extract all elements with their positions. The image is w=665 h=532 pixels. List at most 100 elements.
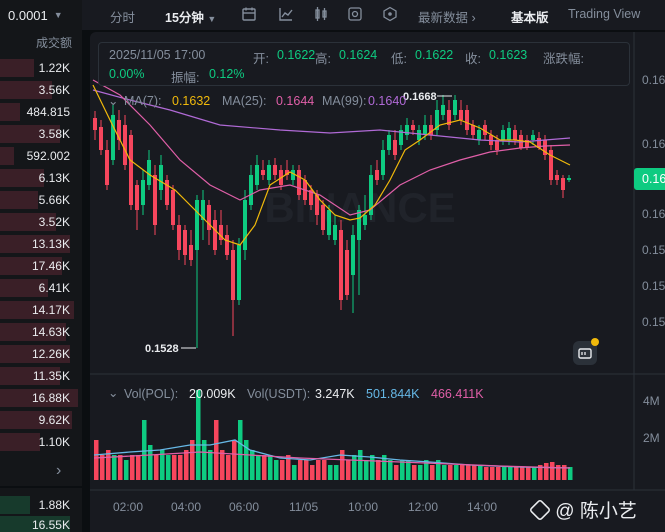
volume-bar-up (274, 460, 279, 480)
amount-value: 484.815 (26, 105, 70, 119)
volume-bar-up (370, 455, 375, 480)
close-value: 0.1623 (489, 48, 528, 62)
candle-down (261, 170, 265, 175)
candle-up (201, 200, 205, 220)
volume-bar-down (496, 467, 501, 480)
candle-down (411, 125, 415, 130)
volume-bar-down (550, 462, 555, 480)
credit-text: @ 陈小艺 (555, 501, 637, 522)
change-value: 0.00% (109, 67, 145, 81)
amount-row: 13.13K (0, 234, 82, 254)
volume-bar-up (568, 467, 573, 480)
candle-down (129, 135, 133, 205)
depth-bar (0, 279, 48, 297)
chart-toolbar: 分时 15分钟 ▼ 最新数据 › 基本版 Trading View (82, 0, 665, 30)
volume-bar-down (178, 455, 183, 480)
volume-bar-down (118, 455, 123, 480)
settings-icon[interactable] (347, 6, 363, 22)
low-marker-label: 0.1528 (145, 343, 179, 355)
latest-data-button[interactable]: 最新数据 › (418, 7, 476, 26)
volume-bar-up (112, 455, 117, 480)
volume-bar-down (280, 460, 285, 480)
volume-bar-down (346, 460, 351, 480)
depth-bar (0, 323, 66, 341)
amount-value: 1.22K (38, 61, 70, 75)
depth-bar (0, 257, 62, 275)
candle-up (111, 115, 115, 160)
volume-bar-down (136, 455, 141, 480)
change-label: 涨跌幅: (543, 52, 584, 66)
chevron-right-icon[interactable]: › (56, 462, 62, 479)
candle-up (141, 180, 145, 205)
candle-down (231, 250, 235, 300)
interval-selector[interactable]: 15分钟 ▼ (165, 7, 216, 26)
volume-bar-down (226, 455, 231, 480)
candle-down (429, 125, 433, 135)
depth-bar (0, 301, 74, 319)
volume-bar-down (286, 455, 291, 480)
depth-bar (0, 496, 30, 514)
volume-bar-up (502, 467, 507, 480)
volume-bar-up (328, 465, 333, 480)
time-axis-label: 04:00 (171, 500, 201, 514)
amount-row: 16.88K (0, 388, 82, 408)
caret-down-icon: ▼ (207, 14, 217, 24)
ma-legend-collapse-icon[interactable]: ⌄ (108, 94, 119, 108)
time-axis-label: 02:00 (113, 500, 143, 514)
depth-bar (0, 235, 70, 253)
volume-axis-label: 4M (643, 394, 660, 408)
depth-bar (0, 147, 14, 165)
amount-row: 5.66K (0, 190, 82, 210)
depth-bar (0, 389, 78, 407)
tab-time-sharing[interactable]: 分时 (110, 11, 136, 25)
volume-bar-up (418, 465, 423, 480)
indicator-icon[interactable] (278, 6, 294, 22)
vol-legend-collapse-icon[interactable]: ⌄ (108, 386, 119, 400)
candlestick-icon[interactable] (313, 6, 329, 22)
amount-value: 5.66K (38, 193, 70, 207)
candle-down (213, 220, 217, 250)
volume-bar-up (148, 445, 153, 480)
ma25-label: MA(25): (222, 94, 267, 108)
ma99-label: MA(99): (322, 94, 367, 108)
amplitude-label: 振幅: (171, 71, 200, 85)
tab-basic-version[interactable]: 基本版 (511, 11, 549, 25)
calendar-icon[interactable] (241, 6, 257, 22)
candle-down (285, 170, 289, 175)
amount-value: 3.58K (38, 127, 70, 141)
volume-bar-up (400, 460, 405, 480)
amount-row: 11.35K (0, 366, 82, 386)
volume-bar-down (94, 440, 99, 480)
open-value: 0.1622 (277, 48, 316, 62)
price-precision-selector[interactable]: 0.0001 ▼ (0, 0, 82, 30)
depth-bar (0, 367, 60, 385)
amount-value: 6.41K (38, 281, 70, 295)
volume-bar-up (478, 465, 483, 480)
volume-bar-down (172, 455, 177, 480)
depth-bar (0, 411, 72, 429)
candle-down (171, 190, 175, 225)
snapshot-button[interactable] (573, 338, 599, 365)
volume-bar-up (238, 420, 243, 480)
volume-bar-up (292, 465, 297, 480)
candle-down (465, 110, 469, 130)
hexagon-icon[interactable] (382, 6, 398, 22)
amount-row: 3.56K (0, 80, 82, 100)
amount-row: 1.88K (0, 495, 82, 515)
ma99-value: 0.1640 (368, 94, 407, 108)
candle-up (363, 215, 367, 225)
volume-bar-down (130, 455, 135, 480)
volume-bar-down (412, 465, 417, 480)
vol-pol-value: 20.009K (189, 387, 236, 401)
volume-bar-up (508, 467, 513, 480)
candle-down (99, 127, 103, 150)
candle-down (459, 110, 463, 120)
amount-row: 14.63K (0, 322, 82, 342)
candle-down (225, 235, 229, 255)
volume-axis-label: 2M (643, 431, 660, 445)
depth-bar (0, 103, 20, 121)
volume-bar-down (448, 465, 453, 480)
amount-value: 13.13K (31, 237, 70, 251)
tab-tradingview[interactable]: Trading View (568, 7, 641, 21)
ma25-line (92, 79, 571, 216)
